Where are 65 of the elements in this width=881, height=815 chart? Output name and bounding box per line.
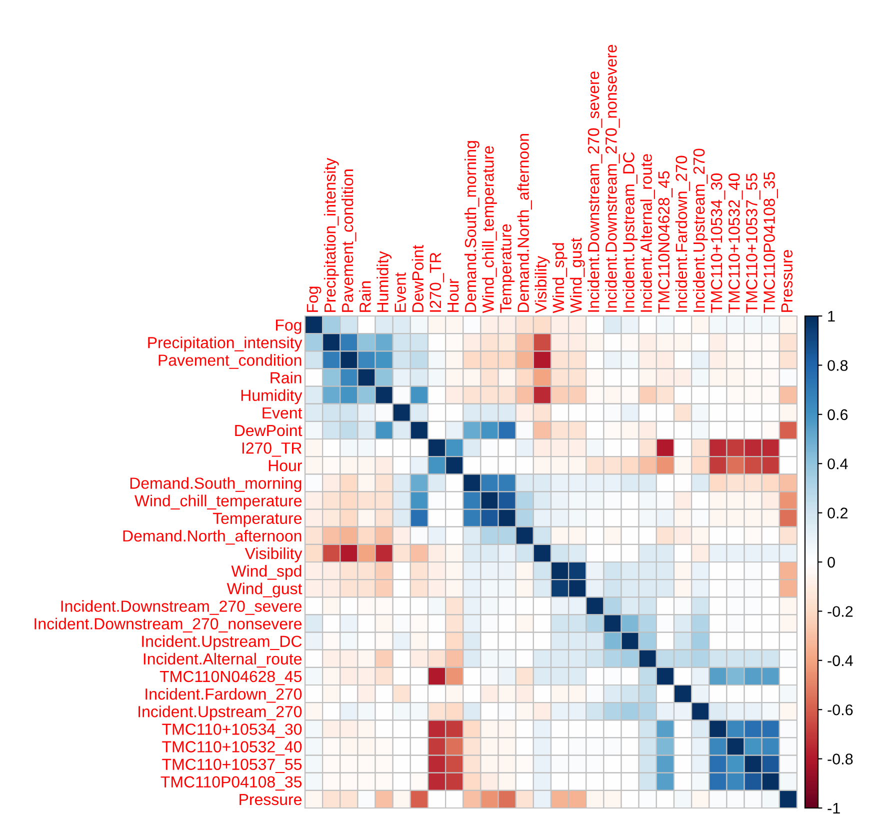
x-tick-label: Incident.Downstream_270_severe xyxy=(587,72,602,312)
x-tick-label: Fog xyxy=(306,286,322,312)
y-tick-label: TMC110N04628_45 xyxy=(160,670,302,686)
y-tick-label: Fog xyxy=(276,320,302,334)
y-tick-label: Wind_spd xyxy=(231,565,302,580)
x-tick-label: Wind_spd xyxy=(552,243,568,314)
y-tick-label: Pressure xyxy=(240,794,302,806)
color-bar-label: -0.4 xyxy=(828,655,853,666)
y-tick-label: Demand.North_afternoon xyxy=(123,530,302,545)
y-tick-label: Visibility xyxy=(244,547,302,562)
y-tick-label: DewPoint xyxy=(235,424,302,436)
x-tick-label: TMC110P04108_35 xyxy=(764,172,778,313)
y-tick-label: Humidity xyxy=(241,389,302,404)
y-tick-label: TMC110+10532_40 xyxy=(162,741,302,756)
color-bar-label: -1 xyxy=(828,803,840,814)
x-tick-label: Humidity xyxy=(376,251,392,312)
x-tick-label: TMC110+10534_30 xyxy=(710,173,726,313)
y-tick-label: Incident.Upstream_DC xyxy=(142,635,302,650)
x-tick-label: Incident.Alternal_route xyxy=(640,154,655,312)
y-tick-label: Incident.Fardown_270 xyxy=(146,688,302,703)
y-tick-label: Event xyxy=(262,407,302,419)
x-tick-label: Pressure xyxy=(781,250,792,312)
y-tick-label: I270_TR xyxy=(242,442,302,457)
y-tick-label: Wind_gust xyxy=(226,582,302,598)
y-tick-label: TMC110+10537_55 xyxy=(162,758,302,774)
color-bar-label: -0.2 xyxy=(828,606,853,617)
x-tick-label: Wind_gust xyxy=(570,238,585,314)
x-tick-label: TMC110+10532_40 xyxy=(728,173,743,313)
y-tick-label: Incident.Downstream_270_nonsevere xyxy=(34,618,302,632)
color-bar-label: 0.6 xyxy=(828,409,848,420)
y-tick-label: Incident.Upstream_270 xyxy=(138,706,302,720)
x-tick-label: DewPoint xyxy=(412,244,424,312)
x-tick-label: Demand.South_morning xyxy=(464,141,480,312)
y-tick-label: Incident.Alternal_route xyxy=(144,652,302,668)
x-tick-label: Event xyxy=(394,272,406,312)
color-bar-label: 0.4 xyxy=(828,458,848,470)
x-tick-label: Incident.Downstream_270_nonsevere xyxy=(605,44,620,312)
x-tick-label: Visibility xyxy=(534,256,550,314)
y-tick-label: Pavement_condition xyxy=(158,354,302,369)
x-tick-label: Demand.North_afternoon xyxy=(517,134,532,312)
y-tick-label: Precipitation_intensity xyxy=(148,336,302,352)
x-tick-label: Wind_chill_temperature xyxy=(482,146,497,314)
x-tick-label: TMC110+10537_55 xyxy=(746,173,760,313)
y-tick-label: Wind_chill_temperature xyxy=(134,494,302,510)
y-tick-label: Temperature xyxy=(212,512,302,528)
x-tick-label: Incident.Upstream_270 xyxy=(692,148,708,312)
y-tick-label: Hour xyxy=(268,460,302,472)
color-bar-label: -0.8 xyxy=(828,754,853,764)
x-tick-label: Hour xyxy=(448,278,459,312)
color-bar-label: 0 xyxy=(828,556,835,568)
color-bar-label: 0.2 xyxy=(828,508,848,518)
color-bar-label: 0.8 xyxy=(828,360,848,371)
y-tick-label: Demand.South_morning xyxy=(130,477,302,492)
y-tick-label: Incident.Downstream_270_severe xyxy=(61,600,302,615)
color-bar-label: 1 xyxy=(828,311,835,322)
x-tick-label: Incident.Upstream_DC xyxy=(622,152,638,312)
color-bar-label: -0.6 xyxy=(828,704,853,716)
y-tick-label: Rain xyxy=(270,372,302,384)
x-tick-label: TMC110N04628_45 xyxy=(658,171,673,313)
y-tick-label: TMC110P04108_35 xyxy=(160,776,302,791)
y-tick-label: TMC110+10534_30 xyxy=(162,724,302,738)
x-tick-label: Rain xyxy=(359,281,371,312)
x-tick-label: I270_TR xyxy=(430,252,444,312)
x-tick-label: Temperature xyxy=(500,224,515,313)
x-tick-label: Incident.Fardown_270 xyxy=(675,156,690,312)
